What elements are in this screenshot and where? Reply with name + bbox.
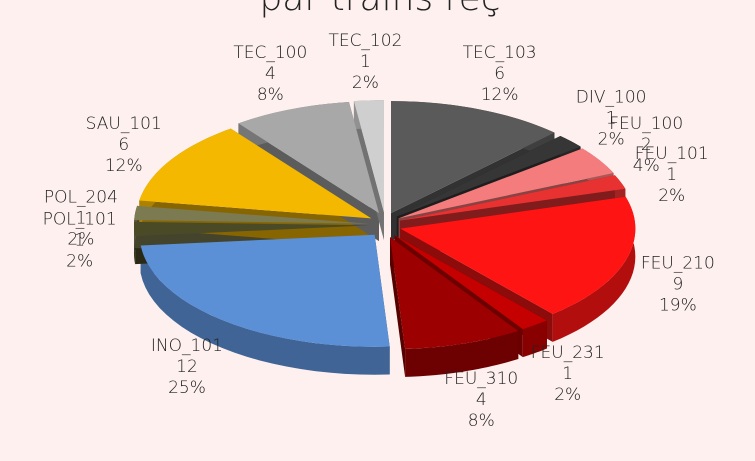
slice-side (552, 196, 636, 342)
slice-label: TEC_103 6 12% (463, 43, 537, 105)
label-percent: 2% (554, 385, 581, 405)
chart-title: par trains reç (259, 0, 500, 19)
label-percent: 8% (468, 411, 495, 431)
pie-slice (400, 196, 636, 314)
label-percent: 12% (105, 156, 143, 176)
label-value: 12 (176, 357, 198, 377)
label-value: 1 (360, 52, 371, 72)
label-value: 4 (265, 64, 276, 84)
label-name: POL_101 (43, 210, 117, 230)
label-name: FEU_100 (609, 114, 683, 134)
label-value: 6 (494, 64, 505, 84)
label-name: DIV_100 (576, 87, 647, 107)
pie-slice (398, 148, 614, 219)
pie-slice (394, 235, 547, 330)
slice-label: TEC_100 4 8% (233, 43, 307, 105)
slice-label: FEU_101 1 2% (635, 144, 709, 206)
slice-label: FEU_210 9 19% (641, 253, 715, 315)
label-name: FEU_310 (444, 369, 518, 389)
label-percent: 12% (481, 85, 519, 105)
label-percent: 25% (168, 378, 206, 398)
slice-label: SAU_101 6 12% (86, 114, 162, 176)
slice-side (405, 331, 519, 377)
slice-label: FEU_231 1 2% (531, 343, 605, 405)
slice-label: POL_204 1 2% (44, 187, 118, 249)
label-value: 9 (672, 274, 683, 294)
label-value: 6 (118, 135, 129, 155)
label-name: POL_204 (44, 187, 118, 207)
label-name: TEC_100 (233, 43, 307, 63)
pie-slice (391, 101, 555, 214)
label-name: INO_101 (151, 336, 223, 356)
label-value: 1 (666, 165, 677, 185)
label-name: TEC_102 (328, 31, 402, 51)
label-name: SAU_101 (86, 114, 162, 134)
pie-slice (353, 100, 384, 213)
slice-label: FEU_100 2 4% (609, 114, 683, 176)
slice-label: TEC_102 1 2% (328, 31, 402, 93)
label-name: TEC_103 (463, 43, 537, 63)
label-percent: 2% (352, 73, 379, 93)
label-value: 4 (476, 390, 487, 410)
label-percent: 2% (658, 186, 685, 206)
slice-wall (390, 237, 406, 377)
slice-label: DIV_100 1 2% (576, 87, 647, 149)
pie-slice (400, 175, 626, 221)
pie-slice (238, 102, 379, 214)
label-name: FEU_210 (641, 253, 715, 273)
label-percent: 2% (67, 229, 94, 249)
pie-slice (134, 205, 370, 224)
pie-slice (139, 128, 372, 219)
label-percent: 8% (257, 85, 284, 105)
label-value: 1 (74, 231, 85, 251)
label-value: 1 (606, 108, 617, 128)
label-name: FEU_231 (531, 343, 605, 363)
label-value: 1 (75, 208, 86, 228)
slice-label: INO_101 12 25% (151, 336, 223, 398)
label-percent: 2% (66, 252, 93, 272)
pie-slice (390, 237, 519, 349)
label-name: FEU_101 (635, 144, 709, 164)
label-percent: 4% (633, 156, 660, 176)
slice-side (522, 320, 547, 358)
label-percent: 19% (659, 295, 697, 315)
label-value: 1 (562, 364, 573, 384)
pie-slice (396, 135, 581, 217)
slice-side (140, 245, 390, 375)
pie-slice (140, 234, 390, 347)
slice-label: FEU_310 4 8% (444, 369, 518, 431)
pie-slice (134, 221, 370, 237)
label-value: 2 (641, 135, 652, 155)
slice-label: POL_101 1 2% (43, 210, 117, 272)
label-percent: 2% (598, 129, 625, 149)
